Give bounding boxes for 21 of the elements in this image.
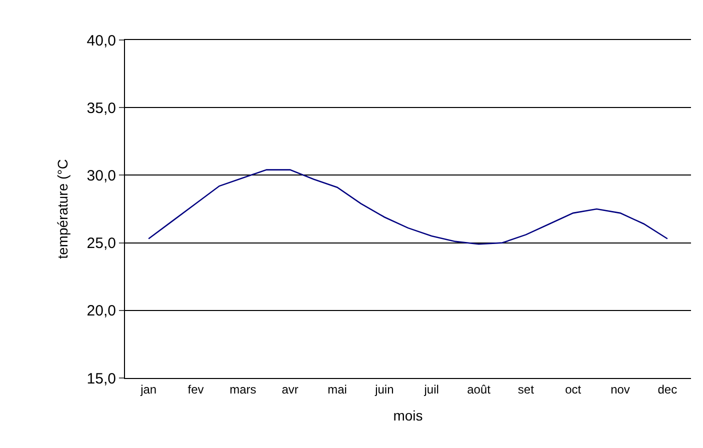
y-axis-title: température (°C [54,159,70,259]
line-series [148,169,668,245]
x-tick-label: mai [328,382,347,396]
y-tick-label: 30,0 [86,167,116,184]
x-tick-label: mars [230,382,256,396]
x-tick-label: fev [188,382,204,396]
x-tick-label: dec [658,382,678,396]
y-tick-label: 40,0 [86,32,116,50]
x-tick-label: juil [423,382,439,396]
x-tick-label: août [467,382,492,396]
x-axis-title: mois [393,408,423,424]
x-tick-label: nov [610,382,630,396]
x-tick-label: jan [140,382,157,396]
y-tick-label: 15,0 [86,370,116,388]
y-tick-label: 35,0 [86,100,116,117]
x-tick-label: juin [374,382,394,396]
x-tick-label: set [518,382,535,396]
x-tick-label: oct [565,382,582,396]
x-tick-label: avr [282,382,298,396]
y-tick-label: 25,0 [86,235,116,252]
y-tick-label: 20,0 [86,302,116,320]
